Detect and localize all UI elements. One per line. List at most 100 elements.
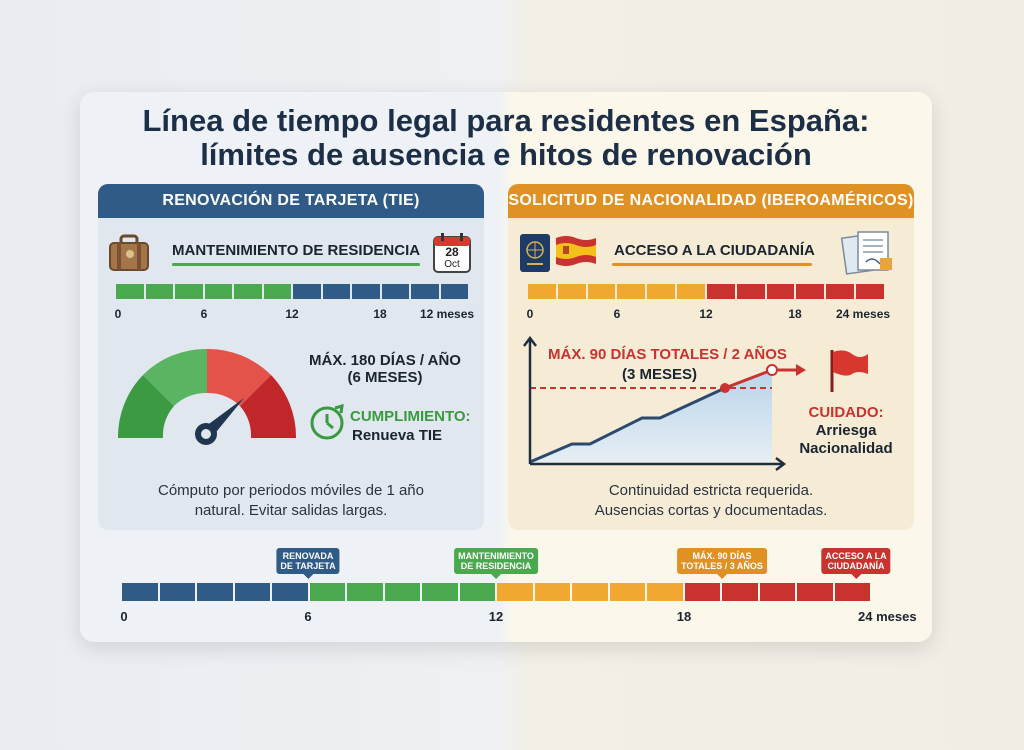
title-line-2: límites de ausencia e hitos de renovació… <box>200 137 812 172</box>
timeline-tick-18: 18 <box>676 609 692 624</box>
timeline-segment <box>797 583 833 601</box>
calendar-month: Oct <box>444 259 460 270</box>
citizenship-bar-segment <box>826 284 855 299</box>
timeline-tick-12: 12 <box>488 609 504 624</box>
nationality-warning: CUIDADO: Arriesga Nacionalidad <box>794 404 898 458</box>
residence-subtitle: MANTENIMIENTO DE RESIDENCIA <box>172 242 421 259</box>
citizenship-bar-segment <box>796 284 825 299</box>
right-tick-end: 24 meses <box>836 307 891 321</box>
timeline-segment <box>647 583 683 601</box>
citizenship-desc-line2: Ausencias cortas y documentadas. <box>594 502 828 519</box>
citizenship-bar-segment <box>706 284 735 299</box>
limit-180-line2: (6 MESES) <box>347 369 423 386</box>
right-tick-18: 18 <box>788 307 802 321</box>
milestone-residence-line1: MANTENIMIENTO <box>458 551 534 561</box>
residence-bar-segment <box>145 284 173 299</box>
timeline-segment <box>159 583 195 601</box>
milestone-renewed-line1: RENOVADA <box>282 551 334 561</box>
milestone-residence: MANTENIMIENTO DE RESIDENCIA <box>454 548 538 574</box>
timeline-segment <box>534 583 570 601</box>
residence-description: Cómputo por periodos móviles de 1 año na… <box>98 481 484 521</box>
residence-bar-segment <box>293 284 321 299</box>
right-tick-12: 12 <box>699 307 713 321</box>
residence-desc-line2: natural. Evitar salidas largas. <box>194 502 388 519</box>
milestone-citizenship-line1: ACCESO A LA <box>825 551 887 561</box>
left-tick-0: 0 <box>114 307 122 321</box>
compliance-label: CUMPLIMIENTO: <box>350 408 471 425</box>
citizenship-bar-segment <box>766 284 795 299</box>
timeline-segment <box>422 583 458 601</box>
residence-bar-segment <box>411 284 439 299</box>
residence-bar-segment <box>352 284 380 299</box>
milestone-card-renewed: RENOVADA DE TARJETA <box>276 548 340 574</box>
citizenship-desc-line1: Continuidad estricta requerida. <box>608 482 814 499</box>
calendar-icon <box>433 233 471 273</box>
left-tick-12: 12 <box>285 307 299 321</box>
warning-line1: Arriesga <box>815 422 877 439</box>
residence-bar-segment <box>116 284 144 299</box>
timeline-segment <box>347 583 383 601</box>
timeline-segment <box>122 583 158 601</box>
residence-bar-segment <box>175 284 203 299</box>
limit-90-line2: (3 MESES) <box>622 366 698 383</box>
title-line-1: Línea de tiempo legal para residentes en… <box>142 103 870 138</box>
timeline-segment <box>384 583 420 601</box>
residence-renewal-panel: RENOVACIÓN DE TARJETA (TIE) <box>98 184 484 530</box>
citizenship-bar-segment <box>587 284 616 299</box>
timeline-segment <box>572 583 608 601</box>
timeline-segment <box>497 583 533 601</box>
citizenship-bar-segment <box>856 284 884 299</box>
milestone-renewed-line2: DE TARJETA <box>280 561 336 571</box>
milestone-citizenship-line2: CIUDADANÍA <box>827 561 885 571</box>
citizenship-bar-segment <box>617 284 646 299</box>
citizenship-bar-segment <box>736 284 765 299</box>
milestone-90-line2: TOTALES / 3 AÑOS <box>681 561 763 571</box>
page-title: Línea de tiempo legal para residentes en… <box>80 104 932 172</box>
residence-desc-line1: Cómputo por periodos móviles de 1 año <box>158 482 424 499</box>
timeline-segment <box>197 583 233 601</box>
residence-bar-segment <box>322 284 350 299</box>
residence-bar-segment <box>234 284 262 299</box>
spain-flag-icon <box>556 236 596 266</box>
residence-progress-bar <box>116 284 468 299</box>
milestone-citizenship: ACCESO A LA CIUDADANÍA <box>821 548 891 574</box>
compliance-action: Renueva TIE <box>352 427 443 444</box>
timeline-segment <box>684 583 720 601</box>
subtitle-underline <box>172 263 420 266</box>
left-tick-6: 6 <box>200 307 208 321</box>
documents-icon <box>840 231 892 275</box>
timeline-segment <box>272 583 308 601</box>
left-tick-end: 12 meses <box>420 307 475 321</box>
timeline-segment <box>309 583 345 601</box>
timeline-segment <box>722 583 758 601</box>
timeline-segment <box>459 583 495 601</box>
line-graph-icon <box>523 336 806 471</box>
limit-90-line1: MÁX. 90 DÍAS TOTALES / 2 AÑOS <box>548 346 787 363</box>
milestone-residence-line2: DE RESIDENCIA <box>460 561 532 571</box>
passport-icon <box>520 234 550 272</box>
milestone-90-days: MÁX. 90 DÍAS TOTALES / 3 AÑOS <box>677 548 767 574</box>
residence-bar-segment <box>204 284 232 299</box>
timeline-segment <box>759 583 795 601</box>
suitcase-icon <box>109 234 149 271</box>
citizenship-bar-segment <box>528 284 556 299</box>
limit-90-text: MÁX. 90 DÍAS TOTALES / 2 AÑOS <box>548 346 787 363</box>
calendar-day: 28 <box>445 245 459 259</box>
residence-bar-segment <box>381 284 409 299</box>
left-tick-18: 18 <box>373 307 387 321</box>
citizenship-bar-segment <box>647 284 676 299</box>
timeline-segment <box>234 583 270 601</box>
residence-bar-segment <box>440 284 468 299</box>
citizenship-progress-bar <box>528 284 884 299</box>
timeline-tick-end: 24 meses <box>858 609 917 624</box>
timeline-segment <box>834 583 870 601</box>
timeline-tick-0: 0 <box>120 609 128 624</box>
residence-bar-segment <box>263 284 291 299</box>
citizenship-subtitle: ACCESO A LA CIUDADANÍA <box>614 242 815 259</box>
red-flag-icon <box>830 350 868 392</box>
timeline-tick-6: 6 <box>304 609 312 624</box>
warning-line2: Nacionalidad <box>799 440 893 457</box>
limit-180-days: MÁX. 180 DÍAS / AÑO (6 MESES) <box>300 352 470 386</box>
clock-check-icon <box>310 404 344 440</box>
milestone-90-line1: MÁX. 90 DÍAS <box>692 551 752 561</box>
